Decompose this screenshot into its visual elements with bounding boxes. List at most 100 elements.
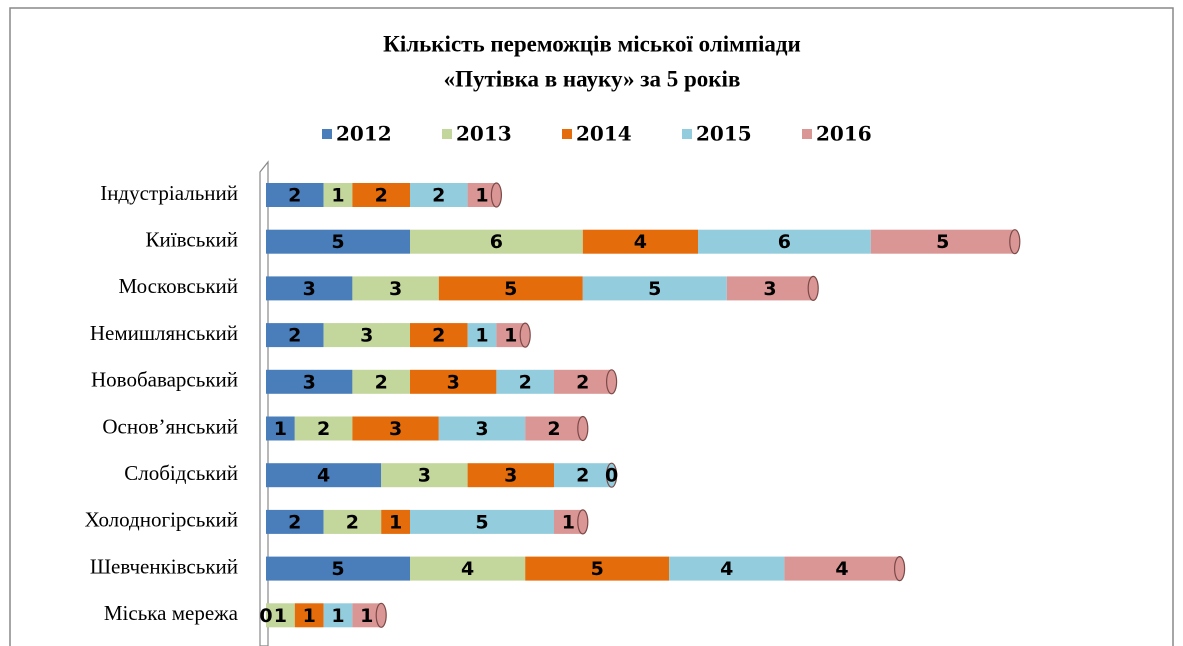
data-label: 4 bbox=[634, 231, 647, 253]
chart-title: «Путівка в науку» за 5 років bbox=[444, 66, 741, 91]
data-label: 3 bbox=[303, 371, 316, 393]
bar-segment bbox=[410, 509, 554, 534]
legend-swatch bbox=[562, 129, 572, 139]
data-label: 2 bbox=[432, 325, 445, 347]
data-label: 1 bbox=[504, 325, 517, 347]
data-label: 5 bbox=[591, 558, 604, 580]
data-label: 2 bbox=[576, 371, 589, 393]
bar-segment bbox=[266, 323, 324, 348]
data-label: 3 bbox=[447, 371, 460, 393]
y-tick-label: Київський bbox=[146, 228, 238, 252]
data-label: 4 bbox=[317, 465, 330, 487]
bar-segment bbox=[323, 183, 353, 207]
data-label: 2 bbox=[317, 418, 330, 440]
y-tick-label: Новобаварський bbox=[91, 368, 238, 392]
data-label: 1 bbox=[331, 185, 344, 207]
data-label: 1 bbox=[303, 605, 316, 627]
legend-label: 2012 bbox=[336, 122, 392, 146]
y-tick-label: Шевченківський bbox=[90, 554, 238, 578]
data-label: 4 bbox=[720, 558, 733, 580]
data-label: 2 bbox=[519, 371, 532, 393]
data-label: 0 bbox=[259, 605, 272, 627]
data-label: 3 bbox=[418, 465, 431, 487]
bar-segment bbox=[266, 509, 324, 534]
bar-cap bbox=[375, 602, 387, 628]
bar-segment bbox=[266, 276, 353, 301]
bar-segment bbox=[410, 323, 468, 348]
y-tick-label: Міська мережа bbox=[104, 601, 239, 625]
data-label: 2 bbox=[375, 371, 388, 393]
bar-segment bbox=[582, 229, 698, 254]
bar-segment bbox=[352, 183, 410, 207]
bar-segment bbox=[496, 369, 554, 394]
bar-segment bbox=[784, 556, 900, 581]
data-label: 2 bbox=[432, 185, 445, 207]
data-label: 1 bbox=[360, 605, 373, 627]
bar-segment bbox=[410, 369, 497, 394]
data-label: 1 bbox=[389, 511, 402, 533]
data-label: 6 bbox=[490, 231, 503, 253]
bar-segment bbox=[410, 229, 583, 254]
legend-swatch bbox=[682, 129, 692, 139]
data-label: 5 bbox=[331, 558, 344, 580]
data-label: 1 bbox=[475, 185, 488, 207]
bar-segment bbox=[410, 556, 526, 581]
bar-segment bbox=[323, 323, 410, 348]
bar-segment bbox=[582, 276, 727, 301]
data-label: 1 bbox=[475, 325, 488, 347]
data-label: 1 bbox=[331, 605, 344, 627]
y-tick-label: Основ’янський bbox=[102, 414, 238, 438]
data-label: 2 bbox=[375, 185, 388, 207]
bar-segment bbox=[554, 369, 612, 394]
y-tick-label: Слобідський bbox=[124, 461, 238, 485]
bar-segment bbox=[294, 416, 353, 441]
bar-segment bbox=[352, 369, 410, 394]
bar-segment bbox=[266, 556, 410, 581]
bar-segment bbox=[294, 603, 324, 628]
bar-segment bbox=[467, 323, 497, 348]
y-tick-label: Індустріальний bbox=[100, 181, 238, 205]
data-label: 6 bbox=[778, 231, 791, 253]
bar-segment bbox=[266, 183, 324, 207]
data-label: 5 bbox=[648, 278, 661, 300]
bar-segment bbox=[467, 463, 554, 488]
chart-title: Кількість переможців міської олімпіади bbox=[383, 31, 801, 56]
bar-cap bbox=[577, 415, 589, 442]
y-tick-label: Немишлянський bbox=[90, 321, 238, 345]
data-label: 5 bbox=[936, 231, 949, 253]
bar-segment bbox=[698, 229, 871, 254]
data-label: 3 bbox=[389, 418, 402, 440]
bar-segment bbox=[323, 509, 382, 534]
legend-swatch bbox=[442, 129, 452, 139]
legend-label: 2014 bbox=[576, 122, 632, 146]
bar-segment bbox=[381, 509, 410, 534]
chart-frame bbox=[9, 7, 1174, 646]
bar-cap bbox=[807, 275, 819, 301]
data-label: 1 bbox=[562, 511, 575, 533]
legend-label: 2015 bbox=[696, 122, 752, 146]
data-label: 2 bbox=[547, 418, 560, 440]
data-label: 1 bbox=[274, 605, 287, 627]
legend-swatch bbox=[802, 129, 812, 139]
bar-cap bbox=[605, 369, 618, 395]
bar-segment bbox=[438, 416, 526, 441]
bar-segment bbox=[525, 556, 670, 581]
bar-segment bbox=[438, 276, 583, 301]
data-label: 4 bbox=[461, 558, 474, 580]
bar-segment bbox=[266, 463, 382, 488]
data-label: 5 bbox=[331, 231, 344, 253]
bar-cap bbox=[490, 182, 502, 208]
data-label: 2 bbox=[346, 511, 359, 533]
legend-swatch bbox=[322, 129, 332, 139]
bar-segment bbox=[726, 276, 814, 301]
data-label: 3 bbox=[389, 278, 402, 300]
data-label: 4 bbox=[835, 558, 848, 580]
bar-segment bbox=[410, 183, 468, 207]
data-label: 2 bbox=[288, 511, 301, 533]
bar-segment bbox=[266, 369, 353, 394]
bar-segment bbox=[266, 603, 295, 628]
data-label: 2 bbox=[288, 325, 301, 347]
data-label: 3 bbox=[475, 418, 488, 440]
bar-segment bbox=[669, 556, 785, 581]
